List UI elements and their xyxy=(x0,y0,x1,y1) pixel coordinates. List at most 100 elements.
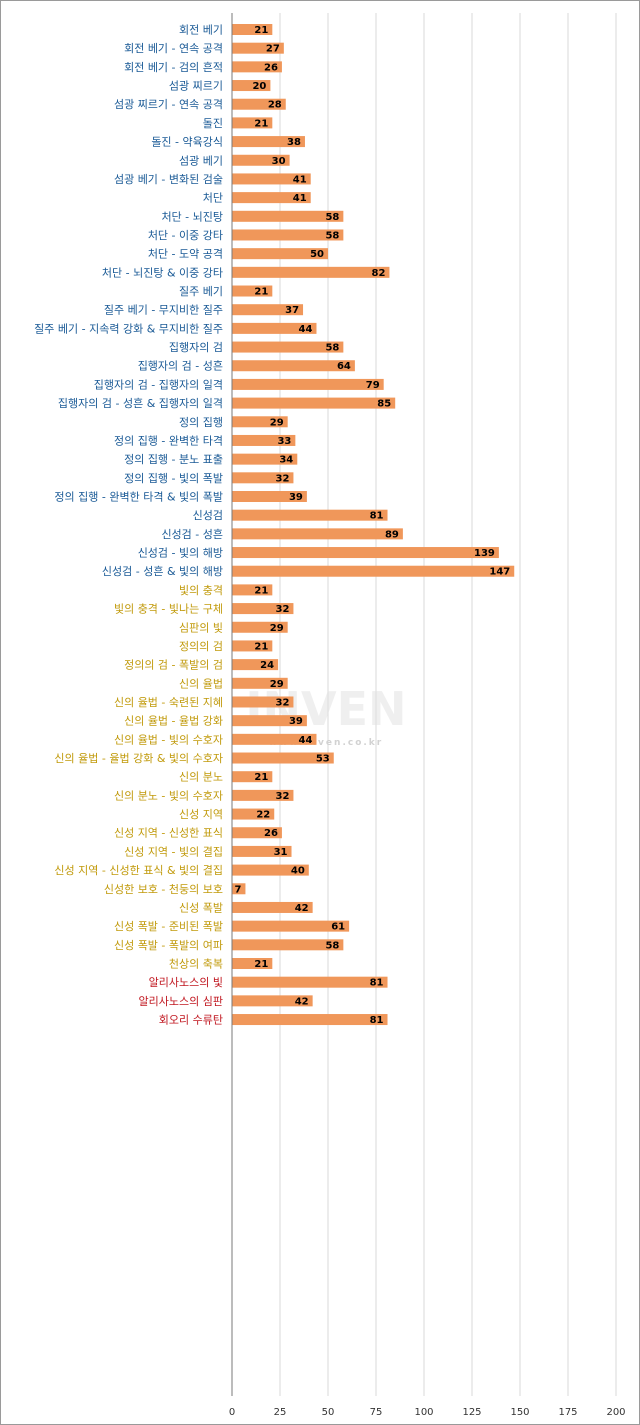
bar xyxy=(232,378,384,390)
x-tick-label: 100 xyxy=(414,1407,433,1418)
data-label: 42 xyxy=(295,996,309,1007)
category-label: 질주 베기 - 무지비한 질주 xyxy=(104,304,223,317)
category-label: 섬광 베기 xyxy=(179,154,223,167)
category-label: 돌진 - 약육강식 xyxy=(151,135,223,149)
data-label: 64 xyxy=(337,361,351,372)
bar xyxy=(232,976,388,988)
bar xyxy=(232,266,390,278)
bar xyxy=(232,416,288,428)
data-label: 41 xyxy=(293,193,307,204)
bar xyxy=(232,24,273,35)
category-label: 빛의 충격 - 빛나는 구체 xyxy=(114,603,223,616)
category-label: 섬광 베기 - 변화된 검술 xyxy=(114,173,223,186)
data-label: 81 xyxy=(370,1015,384,1026)
bar xyxy=(232,939,344,951)
category-label: 신성한 보호 - 천둥의 보호 xyxy=(104,882,223,896)
x-tick-label: 175 xyxy=(558,1407,577,1418)
category-label: 신성 폭발 - 준비된 폭발 xyxy=(114,920,223,933)
bar xyxy=(232,98,286,110)
category-label: 신성검 - 성흔 & 빛의 해방 xyxy=(102,564,223,578)
bar xyxy=(232,397,396,409)
bar xyxy=(232,173,311,185)
bar xyxy=(232,920,350,932)
bar xyxy=(232,621,288,633)
category-label: 신성 폭발 xyxy=(179,901,223,914)
data-label: 81 xyxy=(370,978,384,989)
bar xyxy=(232,472,294,484)
data-label: 32 xyxy=(276,473,290,484)
bar xyxy=(232,789,294,801)
category-label: 정의의 검 - 폭발의 검 xyxy=(124,659,223,672)
bar xyxy=(232,584,273,596)
data-labels: 2127262028213830414158585082213744586479… xyxy=(234,25,510,1026)
data-label: 39 xyxy=(289,716,303,727)
data-label: 27 xyxy=(266,44,280,55)
bar xyxy=(232,677,288,689)
bar xyxy=(232,1014,388,1026)
category-label: 섬광 찌르기 - 연속 공격 xyxy=(114,98,223,111)
data-label: 44 xyxy=(299,324,313,335)
data-label: 44 xyxy=(299,735,313,746)
data-label: 42 xyxy=(295,903,309,914)
category-label: 신의 율법 xyxy=(179,677,223,690)
data-label: 24 xyxy=(260,660,274,671)
data-label: 85 xyxy=(377,399,391,410)
category-label: 신의 분노 xyxy=(179,771,223,784)
bar xyxy=(232,958,273,969)
category-label: 신성 지역 - 신성한 표식 xyxy=(114,827,223,840)
data-label: 58 xyxy=(325,230,339,241)
bar xyxy=(232,248,328,260)
data-label: 32 xyxy=(276,791,290,802)
category-label: 처단 - 뇌진탕 xyxy=(161,210,223,223)
category-label: 정의 집행 - 빛의 폭발 xyxy=(124,472,223,485)
data-label: 32 xyxy=(276,604,290,615)
x-tick-label: 50 xyxy=(322,1407,335,1418)
inven-watermark: INVEN www.inven.co.kr xyxy=(245,682,406,748)
data-label: 21 xyxy=(254,641,268,652)
data-label: 53 xyxy=(316,754,330,765)
bar xyxy=(232,864,309,876)
category-label: 신의 율법 - 율법 강화 & 빛의 수호자 xyxy=(54,752,223,765)
bar xyxy=(232,453,298,465)
category-label: 신성검 - 빛의 해방 xyxy=(138,546,223,560)
data-label: 58 xyxy=(325,940,339,951)
category-label: 신성 지역 - 빛의 결집 xyxy=(124,845,223,858)
bar xyxy=(232,210,344,222)
bar xyxy=(232,733,317,745)
bar xyxy=(232,883,246,895)
category-label: 신성검 xyxy=(193,509,223,522)
data-label: 89 xyxy=(385,529,399,540)
category-label: 정의 집행 - 완벽한 타격 xyxy=(114,434,223,447)
category-label: 알리사노스의 심판 xyxy=(139,994,223,1008)
category-label: 처단 - 이중 강타 xyxy=(148,229,223,242)
bar xyxy=(232,192,311,204)
bar xyxy=(232,640,273,652)
category-label: 신성 지역 xyxy=(179,808,223,821)
category-label: 집행자의 검 - 집행자의 일격 xyxy=(94,377,223,391)
category-label: 신의 율법 - 율법 강화 xyxy=(124,715,223,728)
category-label: 신의 율법 - 숙련된 지혜 xyxy=(114,696,223,709)
category-label: 빛의 충격 xyxy=(179,584,223,597)
watermark-logo: INVEN xyxy=(245,682,406,736)
bar xyxy=(232,603,294,615)
data-label: 39 xyxy=(289,492,303,503)
data-label: 29 xyxy=(270,679,284,690)
category-label: 신성 폭발 - 폭발의 여파 xyxy=(114,939,223,952)
data-label: 37 xyxy=(285,305,299,316)
category-label: 정의 집행 xyxy=(179,416,223,429)
bar xyxy=(232,547,499,559)
bar xyxy=(232,771,273,783)
data-label: 41 xyxy=(293,174,307,185)
data-label: 81 xyxy=(370,511,384,522)
bar xyxy=(232,827,282,839)
category-label: 정의 집행 - 분노 표출 xyxy=(124,453,223,466)
data-label: 82 xyxy=(372,268,386,279)
bar xyxy=(232,322,317,334)
category-label: 처단 xyxy=(203,192,223,205)
data-label: 26 xyxy=(264,828,278,839)
category-label: 처단 - 뇌진탕 & 이중 강타 xyxy=(102,266,223,279)
bar xyxy=(232,42,284,54)
bar xyxy=(232,715,307,727)
category-label: 집행자의 검 - 성흔 & 집행자의 일격 xyxy=(58,396,223,410)
